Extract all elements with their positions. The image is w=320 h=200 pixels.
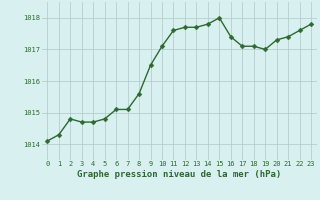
X-axis label: Graphe pression niveau de la mer (hPa): Graphe pression niveau de la mer (hPa) xyxy=(77,170,281,179)
